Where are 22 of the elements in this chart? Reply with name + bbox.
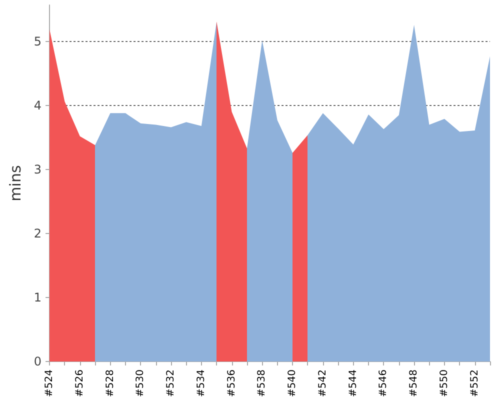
x-tick-label: #534 bbox=[196, 370, 207, 398]
y-tick-label: 3 bbox=[34, 162, 42, 177]
x-tick-label: #530 bbox=[135, 370, 146, 398]
x-tick-label: #532 bbox=[166, 370, 177, 398]
x-tick-label: #536 bbox=[226, 370, 238, 398]
y-tick-label: 4 bbox=[34, 98, 42, 112]
x-tick-label: #538 bbox=[256, 370, 268, 398]
x-tick-label: #552 bbox=[469, 370, 480, 398]
y-axis-title: mins bbox=[6, 165, 24, 202]
x-tick-label: #544 bbox=[348, 370, 359, 398]
x-tick-label: #528 bbox=[104, 370, 116, 398]
x-tick-label: #546 bbox=[378, 370, 390, 398]
x-tick-label: #550 bbox=[438, 370, 450, 398]
y-tick-label: 5 bbox=[34, 34, 42, 48]
y-tick-label: 1 bbox=[34, 290, 42, 305]
x-tick-label: #548 bbox=[408, 370, 420, 398]
x-tick-label: #524 bbox=[44, 370, 56, 398]
x-tick-label: #542 bbox=[317, 370, 328, 398]
y-tick-label: 0 bbox=[34, 354, 42, 369]
y-tick-label: 2 bbox=[34, 226, 42, 241]
x-tick-label: #540 bbox=[287, 370, 298, 398]
x-tick-label: #526 bbox=[74, 370, 86, 398]
